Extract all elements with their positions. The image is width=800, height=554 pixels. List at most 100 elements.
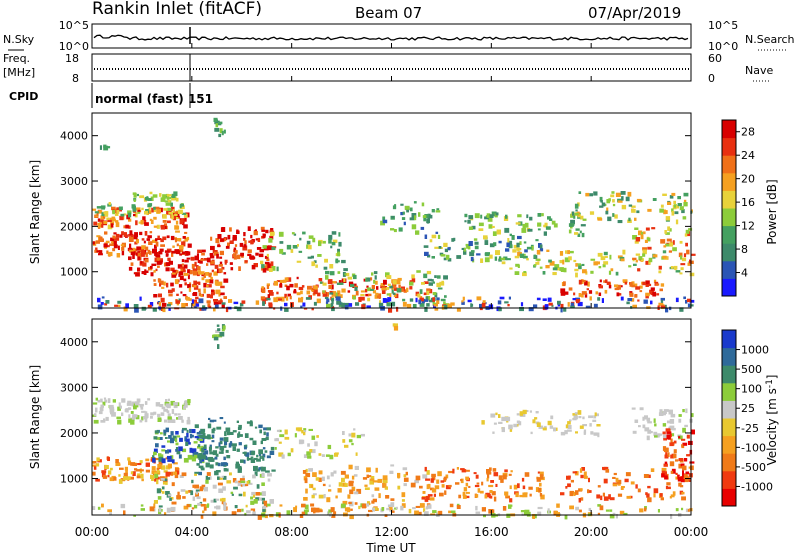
range-cell <box>665 452 668 456</box>
range-cell <box>328 238 332 244</box>
range-cell <box>152 248 157 254</box>
range-cell <box>476 253 481 256</box>
range-cell <box>300 305 303 308</box>
range-cell <box>202 510 205 514</box>
range-cell <box>312 472 317 477</box>
range-cell <box>615 192 621 197</box>
range-cell <box>176 250 181 255</box>
range-cell <box>331 231 337 235</box>
range-cell <box>163 208 168 211</box>
range-cell <box>157 417 162 422</box>
range-cell <box>151 466 156 471</box>
range-cell <box>646 237 651 242</box>
range-cell <box>520 510 526 513</box>
range-cell <box>674 267 677 271</box>
range-cell <box>668 250 672 253</box>
range-cell <box>335 495 338 499</box>
range-cell <box>676 205 679 209</box>
range-cell <box>394 287 398 291</box>
range-cell <box>371 272 374 276</box>
range-cell <box>322 282 327 286</box>
range-cell <box>171 459 175 464</box>
range-cell <box>158 437 163 440</box>
range-cell <box>673 204 677 208</box>
range-cell <box>650 300 653 305</box>
range-cell <box>121 247 125 251</box>
range-cell <box>337 488 342 493</box>
range-cell <box>143 271 147 275</box>
range-cell <box>569 505 574 510</box>
range-cell <box>600 256 606 261</box>
range-cell <box>575 209 578 212</box>
range-cell <box>517 421 522 426</box>
range-cell <box>599 205 604 208</box>
range-cell <box>367 297 371 302</box>
range-cell <box>495 250 500 255</box>
range-cell <box>265 268 268 271</box>
range-cell <box>642 416 645 421</box>
range-cell <box>261 264 265 269</box>
range-cell <box>640 234 644 240</box>
range-cell <box>240 480 246 483</box>
range-cell <box>421 497 426 500</box>
range-cell <box>199 457 203 460</box>
colorbar-swatch <box>722 400 736 419</box>
range-cell <box>392 280 397 285</box>
range-cell <box>187 284 191 289</box>
range-cell <box>381 507 385 511</box>
colorbar-swatch <box>722 155 736 174</box>
range-cell <box>248 458 253 461</box>
range-cell <box>578 265 582 270</box>
range-cell <box>597 218 603 221</box>
range-cell <box>415 294 419 297</box>
colorbar-swatch <box>722 488 736 507</box>
range-cell <box>579 215 584 220</box>
range-cell <box>430 478 434 483</box>
range-cell <box>360 433 365 437</box>
range-cell <box>592 419 597 422</box>
range-cell <box>361 304 366 310</box>
range-cell <box>626 301 630 305</box>
range-cell <box>183 224 188 229</box>
range-cell <box>664 461 668 464</box>
range-cell <box>129 250 134 253</box>
range-cell <box>198 292 202 297</box>
range-cell <box>406 303 412 308</box>
range-cell <box>225 449 229 453</box>
range-cell <box>304 504 309 510</box>
range-cell <box>114 213 119 216</box>
range-cell <box>440 254 446 257</box>
range-cell <box>436 282 441 288</box>
range-cell <box>240 459 244 463</box>
range-cell <box>193 451 199 455</box>
range-cell <box>426 270 432 275</box>
range-cell <box>268 246 273 251</box>
range-cell <box>145 458 150 462</box>
range-cell <box>123 472 128 478</box>
range-cell <box>186 419 191 425</box>
range-cell <box>247 480 251 484</box>
range-cell <box>158 456 164 462</box>
range-cell <box>504 227 510 233</box>
range-cell <box>261 482 265 486</box>
range-cell <box>670 470 674 474</box>
range-cell <box>428 282 433 286</box>
range-cell <box>191 507 195 510</box>
range-cell <box>165 399 168 403</box>
range-cell <box>218 442 221 447</box>
range-cell <box>612 512 616 515</box>
range-cell <box>523 241 527 244</box>
range-cell <box>634 240 639 244</box>
range-cell <box>678 482 682 487</box>
range-cell <box>662 193 667 196</box>
range-cell <box>509 233 512 237</box>
range-cell <box>632 235 638 240</box>
colorbar-swatch <box>722 190 736 209</box>
range-cell <box>486 213 491 218</box>
range-cell <box>198 457 201 460</box>
range-cell <box>314 441 318 447</box>
range-cell <box>105 240 110 244</box>
range-cell <box>223 129 226 134</box>
range-cell <box>145 411 148 415</box>
range-cell <box>293 233 297 236</box>
